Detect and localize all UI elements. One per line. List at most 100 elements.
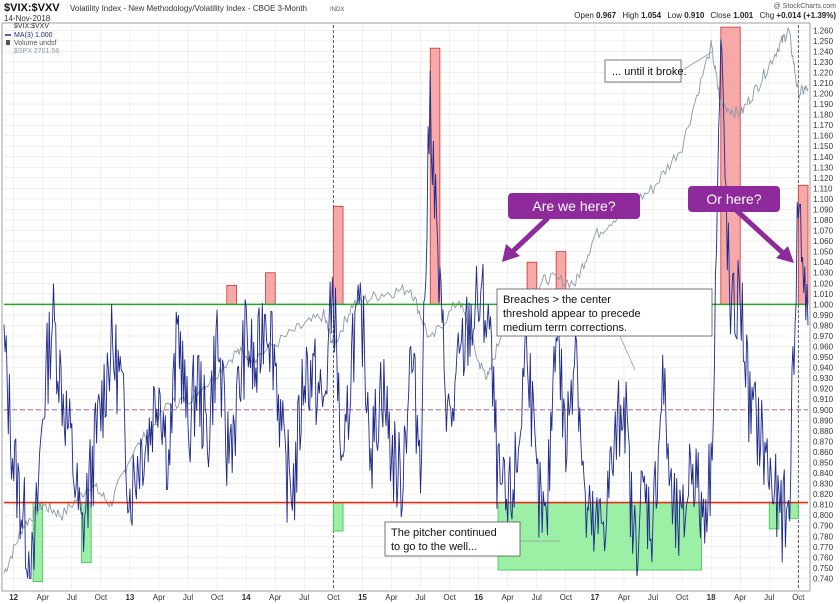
copyright-text: @ StockCharts.com [774,3,837,10]
x-tick-label: Oct [95,593,108,602]
x-tick-label: Oct [211,593,224,602]
x-tick-label: 12 [9,593,18,602]
low-zone [332,502,344,532]
breach-zone [720,26,741,305]
y-tick-label: 0.940 [813,364,834,373]
y-tick-label: 0.780 [813,532,834,541]
y-tick-label: 0.810 [813,501,834,510]
legend-item-spx: $SPX 2701.58 [14,48,59,55]
y-tick-label: 1.090 [813,205,834,214]
x-tick-label: Jul [299,593,309,602]
x-tick-label: 14 [242,593,251,602]
callout-box [688,186,780,212]
x-tick-label: Apr [37,593,50,602]
annotation-text: ... until it broke. [612,66,687,78]
quote-line: Open 0.967 High 1.054 Low 0.910 Close 1.… [574,11,836,20]
y-tick-label: 0.980 [813,321,834,330]
x-tick-label: Apr [734,593,747,602]
y-tick-label: 1.080 [813,216,834,225]
quote-close-label: Close [711,11,732,20]
y-tick-label: 1.130 [813,163,834,172]
y-tick-label: 1.140 [813,153,834,162]
x-tick-label: Apr [153,593,166,602]
y-tick-label: 0.850 [813,458,834,467]
x-tick-label: Apr [618,593,631,602]
y-tick-label: 0.740 [813,574,834,583]
callout-arrow-head [776,246,794,263]
x-tick-label: Jul [415,593,425,602]
spx-overlay-line [3,27,809,574]
x-tick-label: Oct [443,593,456,602]
legend: $VIX:$VXV MA(3) 1.000 Volume undsf $SPX … [5,23,59,55]
y-tick-label: 0.910 [813,395,834,404]
y-tick-label: 1.030 [813,269,834,278]
x-tick-label: Apr [269,593,282,602]
annotation-line-2: threshold appear to precede [503,308,641,320]
annotation-until-broke: ... until it broke. [604,51,713,83]
y-tick-label: 1.160 [813,132,834,141]
annotation-pitcher: The pitcher continued to go to the well.… [384,521,560,557]
x-tick-label: 18 [707,593,716,602]
y-tick-label: 0.950 [813,353,834,362]
x-tick-label: Oct [560,593,573,602]
y-tick-label: 0.900 [813,406,834,415]
chart-date: 14-Nov-2018 [4,14,51,23]
y-tick-label: 1.100 [813,195,834,204]
quote-high-value: 1.054 [641,11,662,20]
x-tick-label: Apr [385,593,398,602]
x-tick-label: Jul [532,593,542,602]
chart-symbol: $VIX:$VXV [4,2,60,14]
x-tick-label: 13 [125,593,134,602]
ratio-series [3,39,809,579]
y-tick-label: 1.250 [813,37,834,46]
y-tick-label: 0.800 [813,511,834,520]
y-tick-label: 0.790 [813,522,834,531]
y-tick-label: 1.000 [813,300,834,309]
annotation-line-2: to go to the well... [391,541,477,553]
y-tick-label: 0.970 [813,332,834,341]
y-tick-label: 1.020 [813,279,834,288]
y-tick-label: 1.260 [813,26,834,35]
y-tick-label: 0.990 [813,311,834,320]
y-tick-label: 1.180 [813,111,834,120]
y-tick-label: 0.930 [813,374,834,383]
x-tick-label: Jul [648,593,658,602]
quote-open-value: 0.967 [596,11,617,20]
annotation-box [384,521,521,557]
x-axis: 12 Apr Jul Oct 13 Apr Jul Oct 14 Apr Jul Oct 15 Apr Ju… [9,593,805,602]
y-tick-label: 1.010 [813,290,834,299]
y-tick-label: 1.170 [813,121,834,130]
callout-or-here: Or here? [688,186,794,263]
y-tick-label: 1.190 [813,100,834,109]
y-tick-label: 0.870 [813,437,834,446]
y-tick-label: 1.230 [813,58,834,67]
quote-low-label: Low [667,11,682,20]
y-tick-label: 0.960 [813,343,834,352]
x-tick-label: 17 [590,593,599,602]
x-tick-label: Jul [183,593,193,602]
breach-zone [265,272,276,305]
y-tick-label: 0.920 [813,385,834,394]
callout-are-we-here: Are we here? [502,193,640,262]
x-tick-label: Oct [792,593,805,602]
annotation-box [496,288,713,337]
y-tick-label: 0.890 [813,416,834,425]
callout-text: Or here? [706,191,761,207]
low-zone [497,502,702,571]
y-tick-label: 0.760 [813,553,834,562]
legend-item-ratio: $VIX:$VXV [14,23,49,30]
y-tick-label: 1.150 [813,142,834,151]
y-tick-label: 0.770 [813,543,834,552]
annotation-breaches: Breaches > the center threshold appear t… [496,288,713,371]
annotation-line-1: Breaches > the center [503,294,611,306]
chart-exchange: INDX [330,7,344,13]
quote-high-label: High [622,11,638,20]
annotation-line-1: The pitcher continued [391,527,497,539]
breach-zone [332,205,344,305]
callout-arrow-shaft [510,216,550,254]
legend-item-volume: Volume undsf [14,40,56,47]
quote-chg-label: Chg [759,11,774,20]
x-tick-label: 16 [474,593,483,602]
y-tick-label: 1.050 [813,248,834,257]
